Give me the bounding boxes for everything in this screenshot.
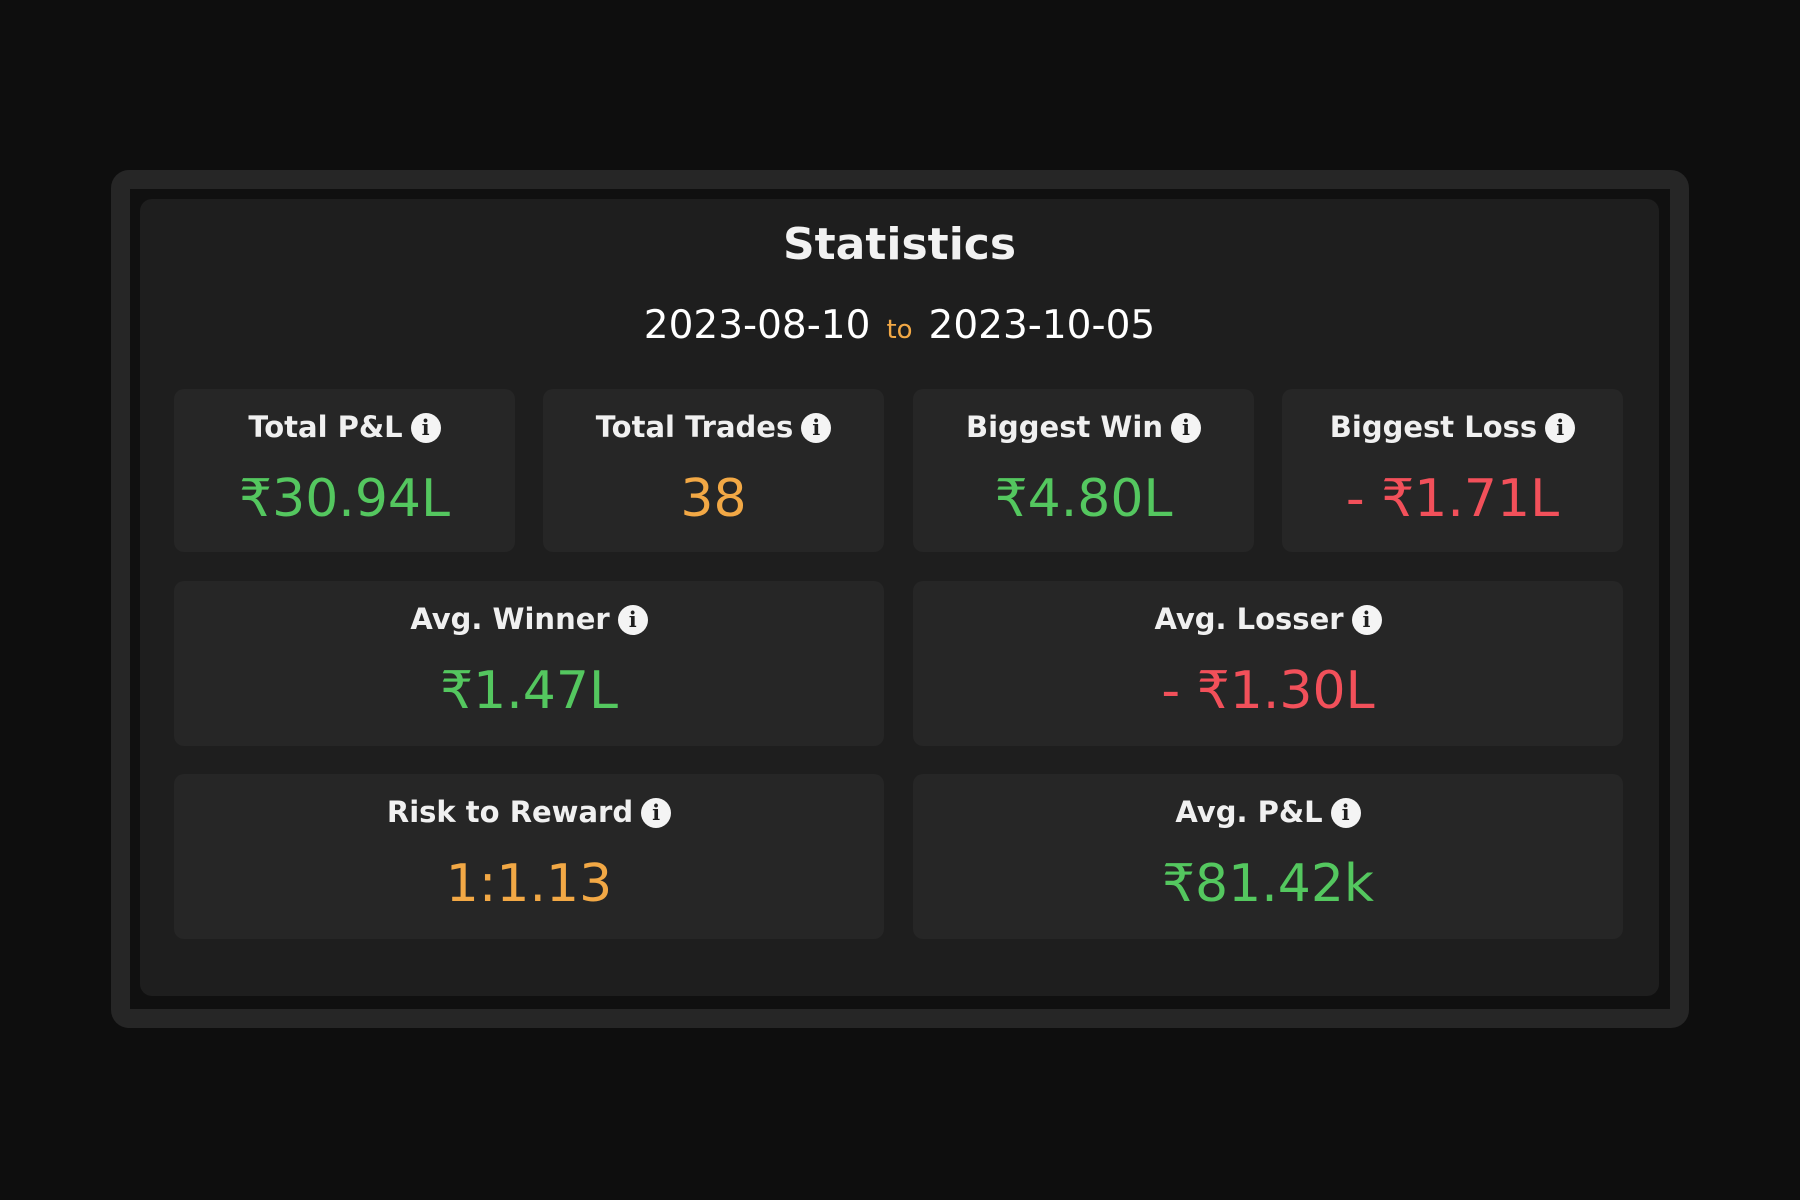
card-label: Avg. P&L bbox=[1175, 795, 1323, 829]
card-value: 1:1.13 bbox=[445, 854, 613, 914]
card-avg-losser: Avg. Losser i - ₹1.30L bbox=[913, 581, 1623, 746]
card-total-pnl: Total P&L i ₹30.94L bbox=[174, 389, 515, 552]
card-label: Avg. Losser bbox=[1154, 602, 1344, 636]
card-value: 38 bbox=[680, 469, 747, 529]
card-value: - ₹1.71L bbox=[1345, 469, 1560, 529]
info-icon[interactable]: i bbox=[1351, 605, 1382, 635]
card-label: Total Trades bbox=[595, 410, 794, 444]
statistics-panel: Statistics 2023-08-10 to 2023-10-05 Total … bbox=[140, 199, 1659, 996]
card-total-trades: Total Trades i 38 bbox=[543, 389, 884, 552]
card-value: ₹30.94L bbox=[239, 469, 450, 529]
statistics-title: Statistics bbox=[782, 219, 1017, 270]
info-icon[interactable]: i bbox=[1545, 413, 1576, 443]
date-to: 2023-10-05 bbox=[928, 303, 1156, 348]
info-icon[interactable]: i bbox=[801, 413, 832, 443]
card-avg-winner: Avg. Winner i ₹1.47L bbox=[174, 581, 884, 746]
card-risk-to-reward: Risk to Reward i 1:1.13 bbox=[174, 774, 884, 939]
card-label: Biggest Win bbox=[965, 410, 1164, 444]
date-from: 2023-08-10 bbox=[643, 303, 871, 348]
date-separator: to bbox=[886, 315, 913, 345]
info-icon[interactable]: i bbox=[1171, 413, 1202, 443]
card-label: Avg. Winner bbox=[410, 602, 610, 636]
card-label: Total P&L bbox=[248, 410, 403, 444]
info-icon[interactable]: i bbox=[617, 605, 648, 635]
card-value: ₹4.80L bbox=[994, 469, 1173, 529]
card-value: - ₹1.30L bbox=[1161, 661, 1375, 721]
card-biggest-loss: Biggest Loss i - ₹1.71L bbox=[1282, 389, 1623, 552]
card-biggest-win: Biggest Win i ₹4.80L bbox=[913, 389, 1254, 552]
card-avg-pnl: Avg. P&L i ₹81.42k bbox=[913, 774, 1623, 939]
card-value: ₹1.47L bbox=[440, 661, 618, 721]
card-label: Biggest Loss bbox=[1329, 410, 1538, 444]
card-value: ₹81.42k bbox=[1161, 854, 1375, 914]
info-icon[interactable]: i bbox=[1330, 798, 1361, 828]
info-icon[interactable]: i bbox=[641, 798, 672, 828]
date-range: 2023-08-10 to 2023-10-05 bbox=[140, 298, 1659, 358]
card-label: Risk to Reward bbox=[386, 795, 634, 829]
info-icon[interactable]: i bbox=[410, 413, 441, 443]
